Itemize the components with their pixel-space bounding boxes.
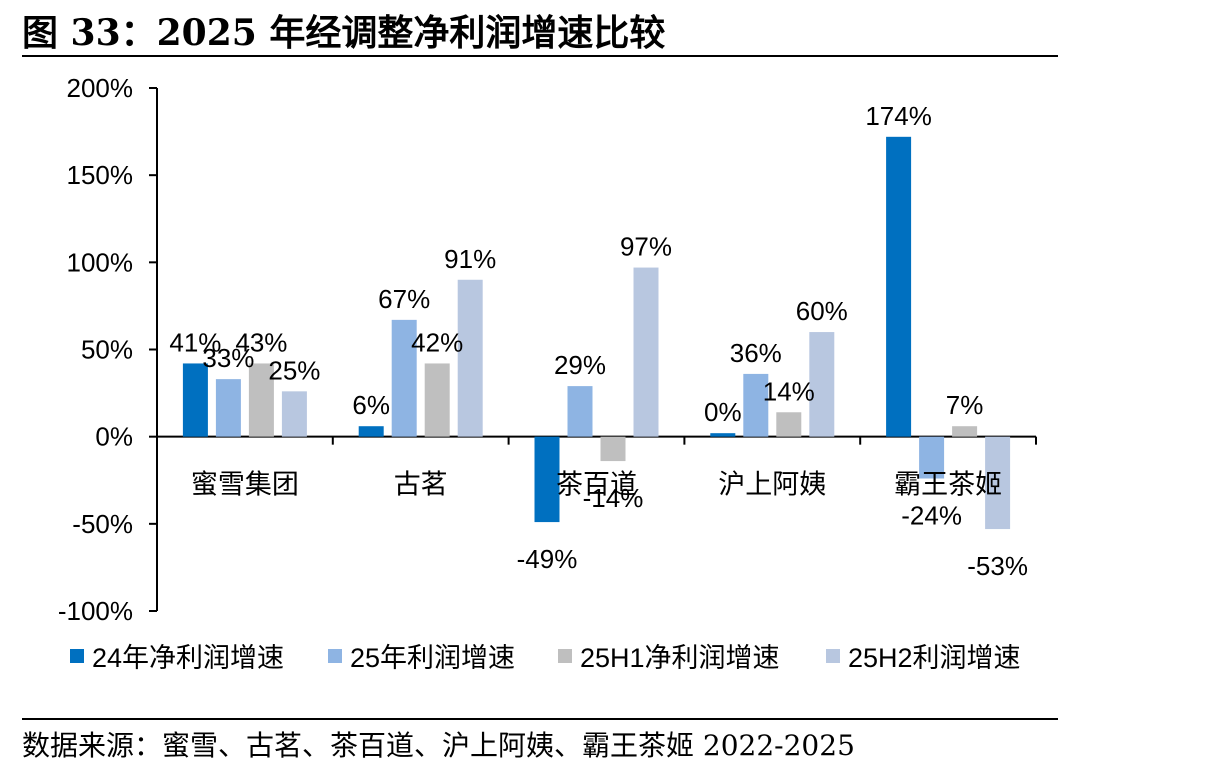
bar bbox=[391, 319, 417, 437]
bar bbox=[886, 136, 912, 437]
data-label: 33% bbox=[202, 343, 254, 373]
data-label: 91% bbox=[444, 244, 496, 274]
bar bbox=[809, 332, 835, 437]
bar bbox=[358, 426, 384, 437]
bar bbox=[457, 279, 483, 437]
title-rule bbox=[22, 55, 1058, 57]
data-label: 42% bbox=[411, 327, 463, 357]
legend-label: 24年净利润增速 bbox=[92, 643, 285, 673]
data-label: 97% bbox=[620, 232, 672, 262]
bar bbox=[182, 363, 208, 437]
bar bbox=[534, 436, 560, 523]
legend-swatch bbox=[558, 648, 572, 663]
data-label: -49% bbox=[517, 544, 578, 574]
bar bbox=[424, 363, 450, 437]
y-tick-label: 100% bbox=[67, 247, 134, 277]
data-label: -53% bbox=[967, 551, 1028, 581]
bars-group bbox=[182, 136, 1011, 530]
data-label: 41% bbox=[169, 327, 221, 357]
data-label: 174% bbox=[865, 101, 932, 131]
legend-label: 25H1净利润增速 bbox=[580, 643, 780, 673]
figure-source: 数据来源：蜜雪、古茗、茶百道、沪上阿姨、霸王茶姬 2022-2025 bbox=[22, 729, 855, 762]
legend-swatch bbox=[70, 648, 84, 663]
figure-title: 图 33：2025 年经调整净利润增速比较 bbox=[22, 12, 666, 54]
bar bbox=[710, 433, 736, 437]
bar bbox=[215, 379, 241, 437]
legend-item: 24年净利润增速 bbox=[70, 636, 284, 675]
y-tick-label: 0% bbox=[95, 422, 133, 452]
category-label: 霸王茶姬 bbox=[894, 470, 1002, 500]
data-label: 6% bbox=[352, 390, 390, 420]
bar bbox=[776, 412, 802, 437]
legend-label: 25年利润增速 bbox=[350, 643, 516, 673]
y-tick-label: 150% bbox=[67, 160, 134, 190]
legend-item: 25年利润增速 bbox=[328, 636, 515, 675]
category-label: 蜜雪集团 bbox=[191, 470, 299, 500]
legend-item: 25H2利润增速 bbox=[826, 636, 1021, 675]
y-axis: 200% 150% 100% 50% 0% -50% -100% bbox=[58, 73, 158, 626]
data-label: 0% bbox=[704, 397, 742, 427]
category-label: 沪上阿姨 bbox=[718, 470, 826, 500]
data-label: 36% bbox=[730, 338, 782, 368]
bar bbox=[633, 267, 659, 437]
bar bbox=[743, 373, 769, 437]
legend-label: 25H2利润增速 bbox=[848, 643, 1021, 673]
data-label: 14% bbox=[763, 376, 815, 406]
y-tick-label: 200% bbox=[67, 73, 134, 103]
legend-swatch bbox=[826, 648, 840, 663]
bar bbox=[985, 436, 1011, 530]
data-label: 60% bbox=[796, 296, 848, 326]
y-tick-label: 50% bbox=[81, 335, 133, 365]
category-label: 茶百道 bbox=[556, 470, 637, 500]
data-label: 29% bbox=[554, 350, 606, 380]
bar bbox=[567, 386, 593, 437]
bar bbox=[952, 426, 978, 437]
category-label: 古茗 bbox=[394, 470, 448, 500]
data-label: 67% bbox=[378, 284, 430, 314]
y-tick-label: -100% bbox=[58, 596, 133, 626]
data-label: 25% bbox=[268, 355, 320, 385]
legend-swatch bbox=[328, 648, 342, 663]
x-axis bbox=[156, 435, 1037, 445]
y-tick-label: -50% bbox=[72, 509, 133, 539]
source-rule bbox=[22, 718, 1058, 720]
data-label: 43% bbox=[235, 327, 287, 357]
data-label: -24% bbox=[901, 501, 962, 531]
chart-legend: 24年净利润增速 25年利润增速 25H1净利润增速 25H2利润增速 bbox=[70, 636, 1070, 676]
bar bbox=[600, 436, 626, 462]
bar bbox=[281, 391, 307, 437]
data-labels: 41% 6% -49% 0% 174% 33% 67% 29% 36% -24% 43% 42% -14… bbox=[169, 101, 1028, 581]
bar bbox=[919, 436, 945, 479]
bar-chart: 200% 150% 100% 50% 0% -50% -100% 蜜雪集团 古茗 茶百道 沪上阿姨… bbox=[58, 73, 1037, 626]
data-label: -14% bbox=[583, 483, 644, 513]
legend-item: 25H1净利润增速 bbox=[558, 636, 780, 675]
category-labels: 蜜雪集团 古茗 茶百道 沪上阿姨 霸王茶姬 bbox=[191, 470, 1002, 500]
data-label: 7% bbox=[946, 390, 984, 420]
bar bbox=[248, 363, 274, 437]
